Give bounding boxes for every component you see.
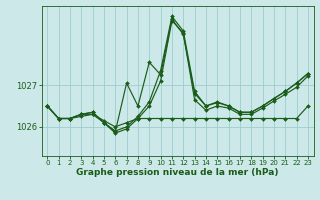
X-axis label: Graphe pression niveau de la mer (hPa): Graphe pression niveau de la mer (hPa) — [76, 168, 279, 177]
